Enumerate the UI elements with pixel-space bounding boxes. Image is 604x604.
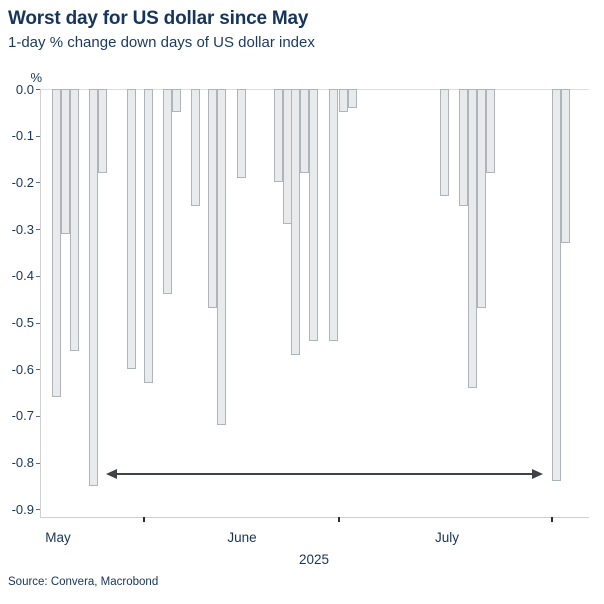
y-tick-mark (36, 89, 40, 90)
y-tick-mark (36, 229, 40, 231)
y-tick-mark (36, 509, 40, 511)
y-tick-label: -0.4 (11, 268, 34, 284)
bar-down-day (329, 89, 338, 341)
x-axis-month-label: July (434, 530, 459, 545)
source-note: Source: Convera, Macrobond (8, 576, 159, 588)
chart-subtitle: 1-day % change down days of US dollar in… (8, 34, 315, 51)
bar-down-day (61, 89, 70, 234)
y-tick-label: -0.1 (11, 128, 34, 144)
bar-down-day (89, 89, 98, 486)
y-tick-label: -0.6 (11, 361, 34, 377)
bar-down-day (440, 89, 449, 196)
y-axis-unit-label: % (30, 70, 42, 85)
y-tick-label: -0.5 (11, 315, 34, 330)
bar-down-day (459, 89, 468, 206)
bar-down-day (191, 89, 200, 206)
y-tick-mark (36, 322, 40, 324)
bar-down-day (70, 89, 79, 351)
annotation-arrowhead-left-icon (106, 469, 117, 480)
bar-down-day (274, 89, 283, 182)
x-tick-mark (551, 517, 553, 522)
y-tick-mark (36, 275, 40, 277)
annotation-arrow-line (115, 473, 534, 476)
annotation-arrowhead-right-icon (532, 469, 543, 480)
x-axis-year-label: 2025 (298, 552, 330, 567)
x-axis-line (40, 517, 589, 518)
bar-down-day (300, 89, 309, 173)
y-tick-label: -0.9 (11, 501, 34, 517)
y-tick-mark (36, 135, 40, 137)
bar-down-day (208, 89, 217, 308)
bar-down-day (309, 89, 318, 341)
bar-down-day (52, 89, 61, 397)
y-tick-mark (36, 369, 40, 371)
y-axis-line (40, 89, 41, 517)
x-axis-month-label: June (227, 530, 257, 545)
bar-down-day (163, 89, 172, 294)
bar-down-day (98, 89, 107, 173)
y-tick-label: -0.3 (11, 221, 34, 237)
x-tick-mark (338, 517, 340, 522)
bar-down-day (217, 89, 226, 425)
y-tick-mark (36, 182, 40, 184)
bar-down-day (561, 89, 570, 243)
bar-down-day (172, 89, 181, 112)
x-axis-month-label: May (45, 530, 71, 545)
bar-down-day (339, 89, 348, 112)
bar-down-day (477, 89, 486, 308)
y-tick-mark (36, 462, 40, 464)
bar-down-day (237, 89, 246, 178)
y-tick-label: -0.7 (11, 408, 34, 424)
bar-down-day (291, 89, 300, 355)
y-tick-label: -0.8 (11, 455, 34, 471)
bar-down-day (486, 89, 495, 173)
bar-down-day (127, 89, 136, 369)
y-tick-label: 0.0 (15, 81, 34, 97)
bar-down-day (468, 89, 477, 388)
x-tick-mark (143, 517, 145, 522)
chart-title: Worst day for US dollar since May (8, 8, 309, 29)
y-tick-mark (36, 415, 40, 417)
y-tick-label: -0.2 (11, 174, 34, 190)
bar-down-day (348, 89, 357, 108)
bar-down-day (552, 89, 561, 481)
bar-down-day (144, 89, 153, 383)
